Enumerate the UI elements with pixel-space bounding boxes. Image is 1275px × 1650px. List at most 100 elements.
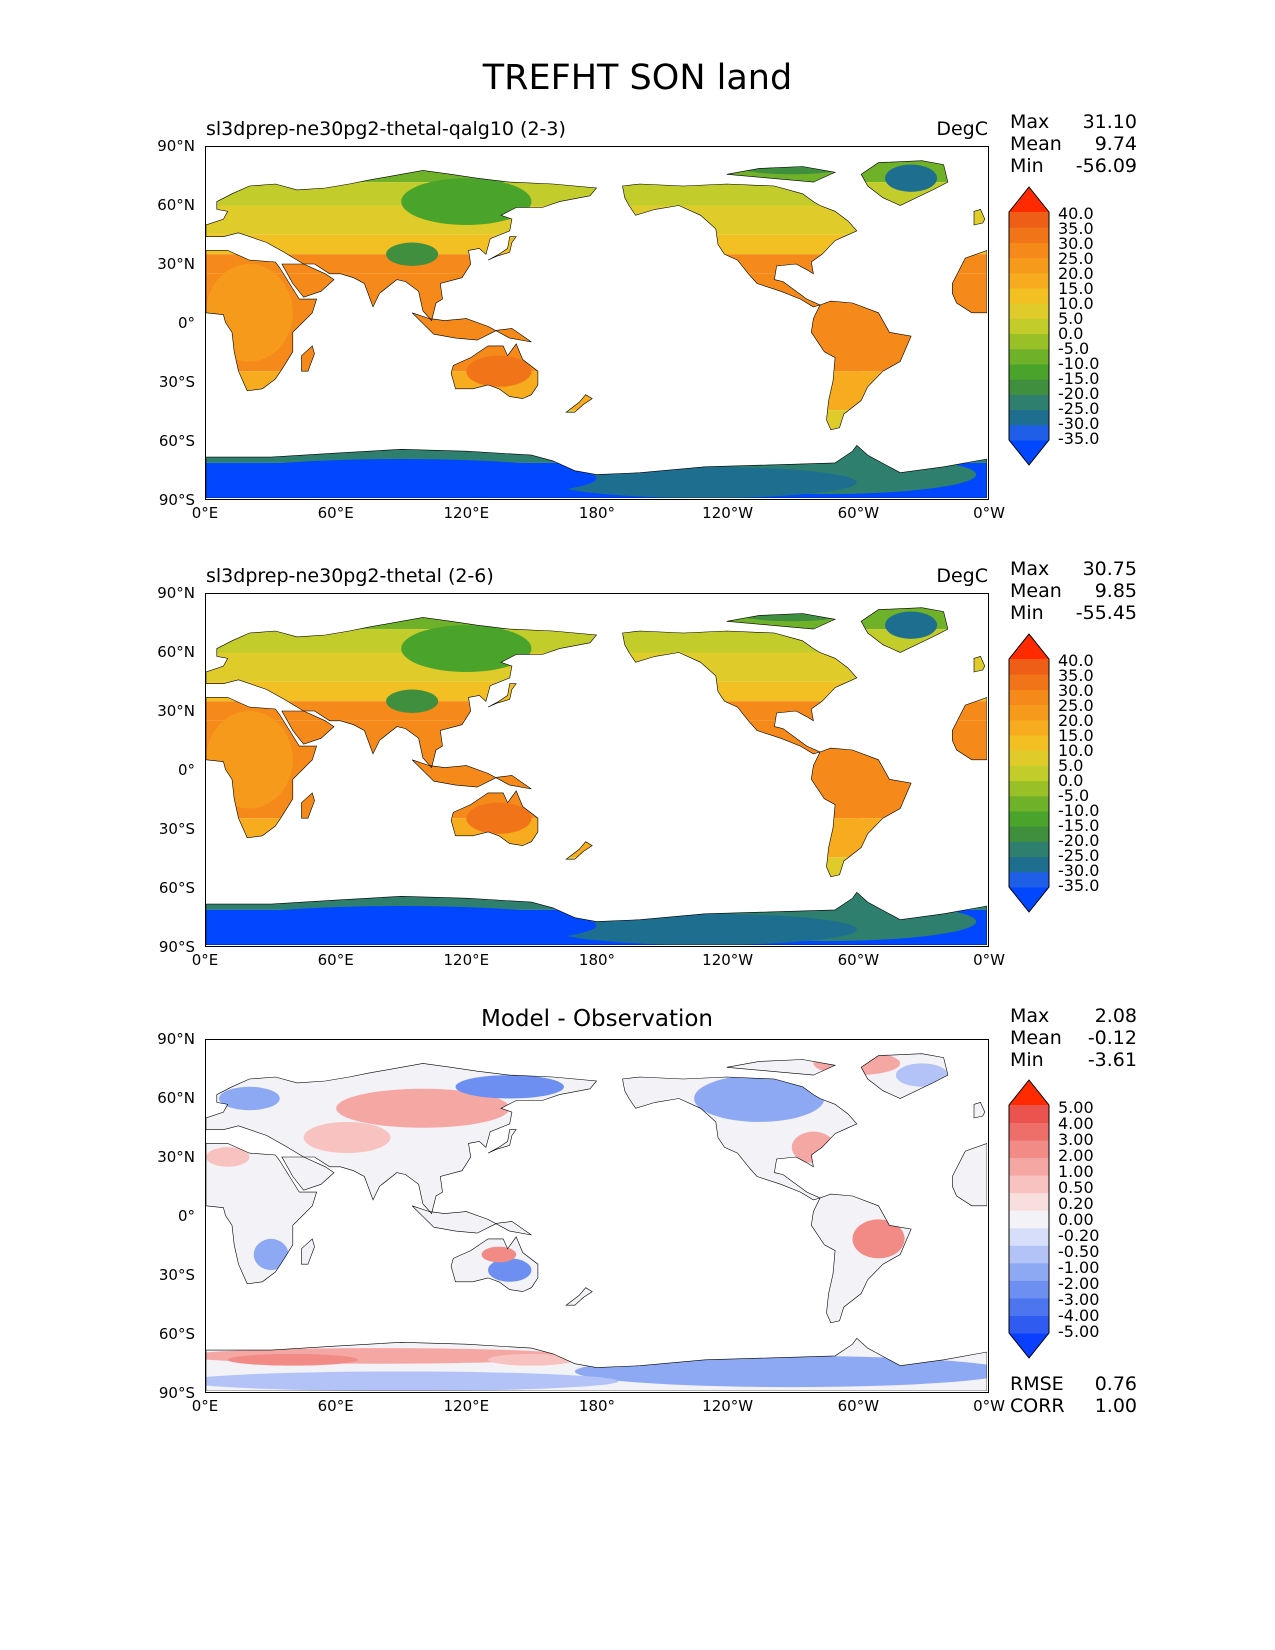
colorbar-label: 0.20	[1058, 1194, 1094, 1213]
colorbar-label: -15.0	[1058, 369, 1100, 388]
field-anomaly	[488, 1353, 575, 1366]
coastline-indonesia	[411, 759, 532, 790]
coastline-japan	[487, 1129, 517, 1154]
colorbar-label: 1.00	[1058, 1162, 1094, 1181]
y-tick-label: 90°S	[158, 1384, 195, 1402]
stat-mean-value: -0.12	[1087, 1027, 1137, 1049]
y-tick-label: 60°S	[158, 1325, 195, 1343]
coastline-samerica	[810, 747, 912, 878]
coastline-japan	[487, 683, 517, 708]
stat-max-label: Max	[1010, 111, 1050, 133]
field-anomaly	[206, 1147, 250, 1167]
temperature-band	[206, 629, 987, 653]
temperature-band	[206, 160, 987, 183]
colorbar-label: 25.0	[1058, 696, 1094, 715]
colorbar-swatch	[1009, 1140, 1049, 1159]
colorbar-swatch	[1009, 856, 1049, 873]
colorbar-label: -25.0	[1058, 399, 1100, 418]
coastline-antarctica	[206, 444, 988, 499]
coastline-indonesia	[411, 312, 532, 343]
stat-max-value: 30.75	[1082, 558, 1137, 580]
temperature-band	[206, 254, 987, 274]
field-anomaly	[386, 242, 439, 266]
coastline-madagascar	[301, 792, 315, 819]
stat-min-label: Min	[1010, 155, 1044, 177]
colorbar-swatch	[1009, 1105, 1049, 1124]
stat-min-label: Min	[1010, 602, 1044, 624]
field-anomaly	[253, 1238, 289, 1271]
colorbar-label: 30.0	[1058, 234, 1094, 253]
y-tick-label: 90°N	[157, 137, 195, 155]
colorbar-swatch	[1009, 826, 1049, 842]
x-tick-label: 180°	[578, 1397, 616, 1415]
x-tick-label: 60°E	[317, 1397, 354, 1415]
colorbar-label: 2.00	[1058, 1146, 1094, 1165]
field-anomaly	[852, 1219, 905, 1259]
temperature-band	[206, 410, 987, 440]
colorbar-label: -30.0	[1058, 861, 1100, 880]
panel-1-colorbar-labels: 40.0 35.0 30.0 25.0 20.0 15.0 10.0 5.0 0…	[1058, 206, 1118, 447]
field-anomaly	[206, 459, 597, 498]
coastline-greenland	[860, 1053, 949, 1099]
colorbar-label: -3.00	[1058, 1290, 1100, 1309]
colorbar-label: 35.0	[1058, 219, 1094, 238]
x-tick-label: 0°W	[973, 951, 1005, 969]
colorbar-label: -5.0	[1058, 786, 1090, 805]
x-tick-label: 0°E	[191, 504, 219, 522]
temperature-band	[206, 182, 987, 206]
coastline-greenland	[860, 160, 949, 206]
field-anomaly	[885, 611, 938, 639]
temperature-band	[206, 652, 987, 682]
stat-max-label: Max	[1010, 1005, 1050, 1027]
field-anomaly	[895, 1063, 948, 1087]
colorbar-swatch	[1009, 674, 1049, 690]
y-tick-label: 30°N	[157, 702, 195, 720]
colorbar-swatch	[1009, 735, 1049, 751]
panel-2-map	[205, 593, 989, 947]
temperature-band	[206, 681, 987, 702]
colorbar-label: 10.0	[1058, 741, 1094, 760]
coastline-antarctica	[206, 1337, 988, 1392]
colorbar-swatch	[1009, 424, 1049, 441]
colorbar-swatch	[1009, 659, 1049, 675]
field-anomaly	[303, 1121, 391, 1154]
field-anomaly	[824, 759, 890, 819]
colorbar-swatch	[1009, 333, 1049, 350]
land-field	[206, 607, 987, 945]
x-tick-label: 180°	[578, 504, 616, 522]
coastline-namerica	[622, 183, 858, 308]
field-anomaly	[206, 1371, 619, 1391]
colorbar-swatch	[1009, 1175, 1049, 1194]
field-anomaly	[885, 164, 938, 192]
panel-1-stats: Max 31.10 Mean 9.74 Min -56.09	[1010, 111, 1137, 177]
colorbar-swatch	[1009, 318, 1049, 335]
field-anomaly	[455, 1075, 564, 1099]
colorbar-swatch	[1009, 719, 1049, 736]
colorbar-swatch	[1009, 242, 1049, 259]
temperature-band	[206, 607, 987, 630]
coastline-canarctic	[726, 1059, 837, 1076]
colorbar-label: -10.0	[1058, 801, 1100, 820]
colorbar-swatch	[1009, 750, 1049, 766]
colorbar-label: -2.00	[1058, 1274, 1100, 1293]
coastline-nz	[565, 841, 593, 860]
field-anomaly	[481, 1246, 517, 1263]
colorbar-label: -4.00	[1058, 1306, 1100, 1325]
colorbar-label: 3.00	[1058, 1130, 1094, 1149]
y-tick-label: 60°N	[157, 643, 195, 661]
coastline-australia	[450, 343, 539, 399]
corr-label: CORR	[1010, 1395, 1065, 1417]
field-anomaly	[488, 1258, 532, 1282]
y-tick-label: 90°S	[158, 938, 195, 956]
colorbar-label: 4.00	[1058, 1114, 1094, 1133]
field-anomaly	[553, 466, 857, 498]
coastline-japan	[487, 236, 517, 261]
y-tick-label: 0°	[177, 1207, 195, 1225]
y-tick-label: 0°	[177, 314, 195, 332]
x-tick-label: 60°W	[837, 504, 880, 522]
colorbar-swatch	[1009, 689, 1049, 706]
x-tick-label: 60°E	[317, 504, 354, 522]
colorbar-swatch	[1009, 841, 1049, 858]
colorbar-swatch	[1009, 811, 1049, 827]
panel-2-title: sl3dprep-ne30pg2-thetal (2-6)	[206, 565, 494, 587]
